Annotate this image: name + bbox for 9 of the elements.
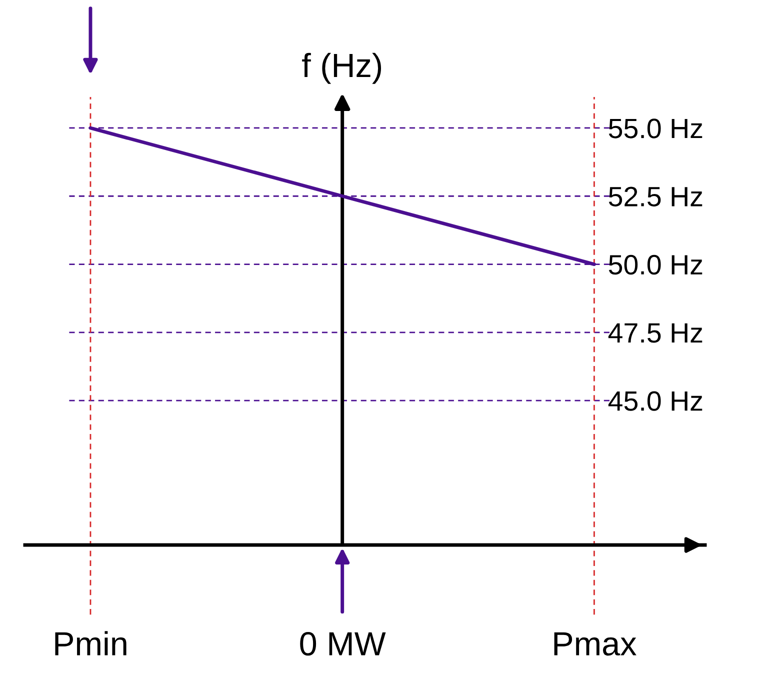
x-tick-label: Pmax xyxy=(554,632,636,656)
x-tick-label: Pmin xyxy=(55,631,126,656)
y-tick-label: 55.0 Hz xyxy=(608,118,702,138)
x-tick-label: 0 MW xyxy=(300,632,386,656)
y-tick-label: 50.0 Hz xyxy=(608,254,702,275)
y-tick-label: 47.5 Hz xyxy=(608,323,702,343)
y-tick-label: 52.5 Hz xyxy=(608,186,702,206)
y-axis-title: f (Hz) xyxy=(302,52,381,84)
y-tick-label: 45.0 Hz xyxy=(608,391,702,411)
